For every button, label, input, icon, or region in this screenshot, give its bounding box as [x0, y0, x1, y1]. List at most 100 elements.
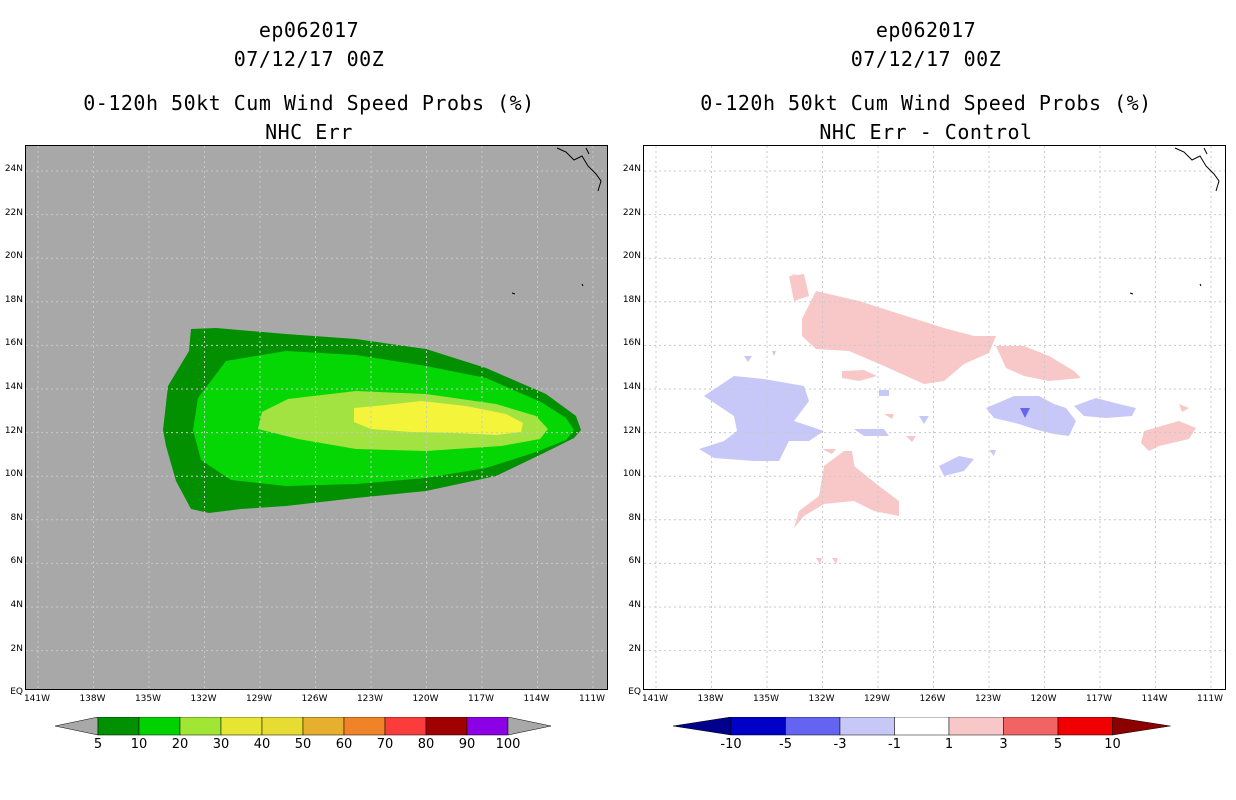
colorbar-label: 70 — [376, 737, 394, 752]
lat-label: 6N — [628, 556, 641, 567]
colorbar-swatch — [138, 717, 181, 736]
colorbar-label: 50 — [294, 737, 312, 752]
lon-label: 129W — [863, 694, 891, 704]
colorbar-label: 1 — [944, 737, 954, 752]
colorbar-swatch — [466, 717, 509, 736]
lat-label: 14N — [622, 382, 641, 392]
lat-label: 2N — [10, 643, 23, 654]
colorbar-swatch — [1057, 717, 1113, 736]
negative-difference-regions — [699, 351, 1136, 476]
lon-label: 123W — [974, 694, 1002, 704]
coastline-baja — [511, 147, 602, 295]
colorbar-swatch — [894, 717, 950, 736]
right-map-svg — [644, 146, 1225, 689]
colorbar-label: 60 — [335, 737, 353, 752]
colorbar-label: 20 — [171, 737, 189, 752]
lat-label: 12N — [4, 425, 23, 436]
lat-label: 18N — [4, 294, 23, 305]
colorbar-label: -1 — [888, 737, 901, 752]
colorbar-swatch — [425, 717, 468, 736]
lat-label: 4N — [10, 600, 23, 610]
left-map-svg — [26, 146, 607, 689]
coastline-baja — [1129, 147, 1220, 295]
colorbar-swatch — [839, 717, 895, 736]
lat-label: 20N — [4, 251, 23, 262]
positive-difference-regions — [789, 274, 1196, 564]
lat-label: EQ — [628, 687, 641, 698]
lat-label: 10N — [622, 469, 641, 480]
colorbar-swatch — [948, 717, 1004, 736]
colorbar-swatch — [343, 717, 386, 736]
colorbar-swatch — [1003, 717, 1059, 736]
left-storm-id: ep062017 — [258, 18, 360, 42]
colorbar-swatch — [302, 717, 345, 736]
left-map-panel — [25, 145, 608, 690]
colorbar-swatch — [97, 717, 140, 736]
lat-label: 10N — [4, 469, 23, 480]
lat-label: 24N — [4, 164, 23, 174]
lon-label: 126W — [301, 694, 328, 704]
lat-label: 22N — [4, 207, 23, 218]
colorbar-swatch — [261, 717, 304, 736]
lat-label: 12N — [622, 425, 641, 436]
lon-label: 138W — [79, 694, 106, 704]
colorbar-label: 40 — [253, 737, 271, 752]
left-datetime: 07/12/17 00Z — [233, 47, 385, 71]
lon-label: 111W — [578, 694, 606, 704]
colorbar-label: -3 — [833, 737, 847, 752]
lat-label: 16N — [622, 338, 641, 349]
negative-difference-strong — [1020, 408, 1030, 418]
left-colorbar — [55, 717, 552, 736]
lat-label: EQ — [10, 687, 23, 698]
colorbar-swatch — [785, 717, 841, 736]
right-datetime: 07/12/17 00Z — [850, 47, 1002, 71]
colorbar-label: 10 — [130, 737, 148, 752]
colorbar-under-triangle — [55, 717, 99, 736]
lon-label: 141W — [641, 694, 669, 704]
colorbar-label: -10 — [720, 737, 742, 752]
lat-label: 14N — [4, 382, 23, 392]
lon-label: 111W — [1196, 694, 1224, 704]
lon-label: 135W — [134, 694, 162, 704]
lon-label: 135W — [752, 694, 780, 704]
colorbar-swatch — [220, 717, 263, 736]
right-map-panel — [643, 145, 1226, 690]
colorbar-label: 80 — [417, 737, 435, 752]
right-subtitle: NHC Err - Control — [819, 120, 1033, 144]
lon-label: 132W — [808, 694, 835, 704]
lon-label: 120W — [412, 694, 439, 704]
contour-30-percent — [354, 401, 523, 435]
lon-label: 123W — [356, 694, 384, 704]
colorbar-swatch — [384, 717, 427, 736]
colorbar-label: 90 — [458, 737, 476, 752]
right-colorbar — [673, 717, 1171, 736]
left-subtitle: NHC Err — [265, 120, 353, 144]
lon-label: 141W — [23, 694, 51, 704]
lat-label: 24N — [622, 164, 641, 174]
lon-label: 138W — [697, 694, 724, 704]
colorbar-label: 3 — [999, 737, 1008, 752]
colorbar-over-triangle — [1112, 717, 1171, 736]
left-grid-lines — [26, 146, 607, 689]
lat-label: 16N — [4, 338, 23, 349]
colorbar-swatch — [730, 717, 786, 736]
colorbar-label: 100 — [495, 737, 521, 752]
lon-label: 117W — [467, 694, 495, 704]
right-map-background — [644, 146, 1225, 689]
colorbar-swatch — [179, 717, 222, 736]
colorbar-label: 5 — [1053, 737, 1063, 752]
lat-label: 8N — [10, 512, 23, 523]
lon-label: 114W — [1141, 694, 1168, 704]
lat-label: 2N — [628, 643, 641, 654]
right-storm-id: ep062017 — [875, 18, 977, 42]
colorbar-over-triangle — [507, 717, 552, 736]
lat-label: 8N — [628, 512, 641, 523]
colorbar-label: 5 — [93, 737, 103, 752]
lat-label: 20N — [622, 251, 641, 262]
colorbar-label: 30 — [212, 737, 230, 752]
lon-label: 117W — [1085, 694, 1113, 704]
lat-label: 22N — [622, 207, 641, 218]
colorbar-under-triangle — [673, 717, 732, 736]
left-product-title: 0-120h 50kt Cum Wind Speed Probs (%) — [83, 91, 535, 115]
right-product-title: 0-120h 50kt Cum Wind Speed Probs (%) — [700, 91, 1152, 115]
